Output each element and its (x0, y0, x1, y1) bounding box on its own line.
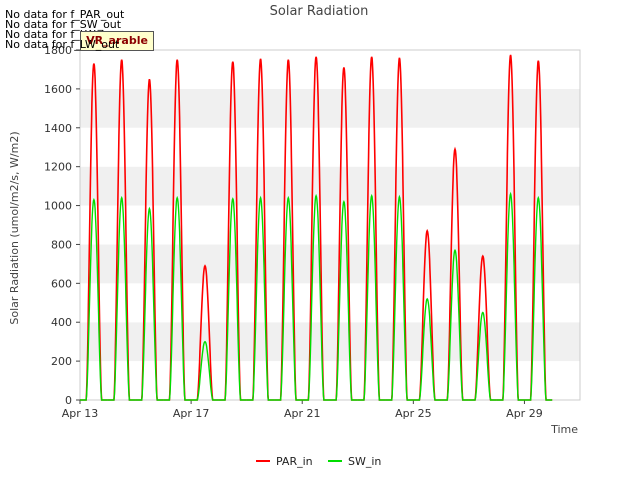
series-line-PAR_in-day (246, 58, 275, 401)
series-line-SW_in-day (135, 206, 164, 401)
x-tick-label: Apr 25 (395, 407, 432, 420)
series-line-SW_in-day (441, 248, 469, 401)
series-line-SW_in-day (218, 197, 247, 401)
series-line-PAR_in-day (357, 56, 386, 401)
y-tick-label: 400 (51, 316, 72, 329)
grid-band (80, 283, 580, 323)
x-tick-label: Apr 17 (173, 407, 210, 420)
grid-band (80, 127, 580, 167)
series-line-SW_in-day (330, 199, 358, 401)
y-tick-label: 1800 (44, 44, 72, 57)
series-line-PAR_in-day (135, 78, 164, 401)
legend-label-sw: SW_in (348, 455, 381, 468)
grid-bands (80, 50, 580, 400)
y-tick-label: 200 (51, 355, 72, 368)
x-tick-label: Apr 29 (506, 407, 543, 420)
legend: PAR_in SW_in (256, 455, 381, 468)
series-line-PAR_in-day (80, 63, 108, 401)
series-SW_in (80, 191, 553, 401)
series-line-PAR_in-day (274, 59, 303, 401)
x-axis-label: Time (550, 423, 578, 436)
grid-band (80, 50, 580, 89)
series-layer (80, 54, 553, 401)
y-tick-label: 1000 (44, 200, 72, 213)
series-line-PAR_in-day (468, 254, 497, 401)
series-line-PAR_in-day (413, 228, 442, 401)
series-line-SW_in-day (80, 197, 108, 401)
grid-band (80, 244, 580, 284)
series-line-PAR_in-day (496, 54, 525, 401)
series-line-PAR_in-day (107, 59, 136, 401)
y-tick-label: 800 (51, 238, 72, 251)
series-line-SW_in-day (163, 195, 192, 401)
grid-band (80, 322, 580, 362)
y-tick-label: 0 (65, 394, 72, 407)
series-line-PAR_in-day (302, 56, 330, 401)
series-line-SW_in-day (468, 311, 497, 401)
series-line-PAR_in-day (385, 57, 414, 401)
legend-label-par: PAR_in (276, 455, 313, 468)
nodata-sw-out: No data for f_SW_out (5, 18, 122, 31)
series-line-PAR_in-day (218, 61, 247, 401)
y-tick-label: 1400 (44, 122, 72, 135)
grid-band (80, 88, 580, 128)
series-line-SW_in-day (524, 195, 553, 401)
y-axis: 0 200 400 600 800 1000 1200 1400 1600 1800 (44, 44, 80, 407)
series-PAR_in (80, 54, 553, 401)
series-line-SW_in-day (107, 195, 136, 401)
x-tick-label: Apr 13 (62, 407, 99, 420)
x-axis: Apr 13 Apr 17 Apr 21 Apr 25 Apr 29 (62, 400, 543, 420)
x-tick-label: Apr 21 (284, 407, 321, 420)
chart-title: Solar Radiation (270, 4, 369, 19)
nodata-lw-out: No data for f_LW_out (5, 38, 120, 51)
series-line-SW_in-day (357, 193, 386, 401)
y-axis-label: Solar Radiation (umol/m2/s, W/m2) (8, 131, 21, 324)
nodata-par-out: No data for f_PAR_out (5, 8, 125, 21)
series-line-PAR_in-day (330, 67, 358, 401)
series-line-SW_in-day (302, 193, 330, 401)
y-tick-label: 1600 (44, 83, 72, 96)
grid-band (80, 166, 580, 206)
series-line-SW_in-day (274, 195, 303, 401)
series-line-SW_in-day (413, 297, 442, 401)
series-line-SW_in-day (191, 340, 219, 401)
y-tick-label: 600 (51, 277, 72, 290)
series-line-PAR_in-day (441, 146, 469, 401)
grid-band (80, 361, 580, 400)
grid-band (80, 205, 580, 245)
series-line-SW_in-day (385, 194, 414, 401)
series-line-PAR_in-day (524, 60, 553, 401)
series-line-PAR_in-day (163, 59, 192, 401)
series-line-SW_in-day (496, 191, 525, 401)
y-tick-label: 1200 (44, 161, 72, 174)
series-line-SW_in-day (246, 195, 275, 401)
series-line-PAR_in-day (191, 264, 219, 401)
site-badge: VR_arable (80, 31, 154, 51)
